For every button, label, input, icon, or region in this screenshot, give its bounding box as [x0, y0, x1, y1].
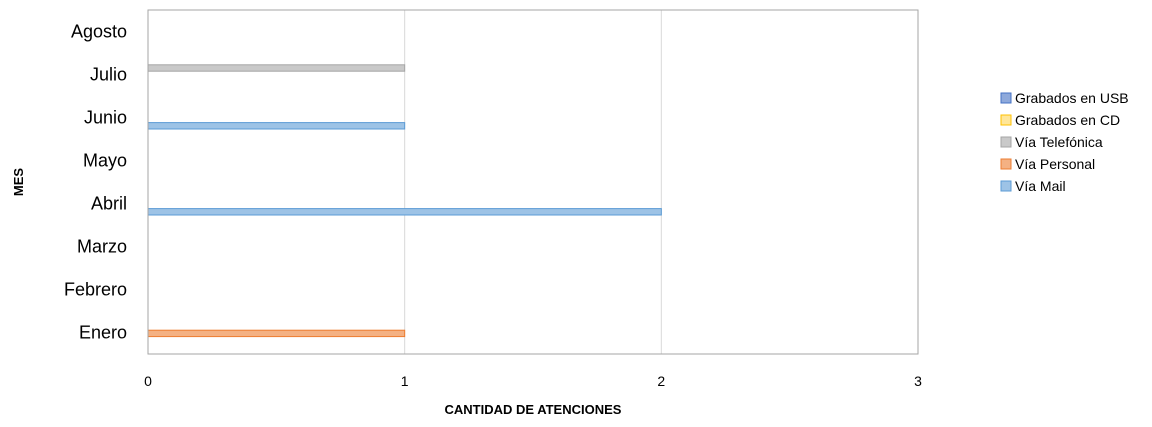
y-tick-label: Abril	[91, 194, 127, 214]
x-tick-label: 0	[144, 373, 152, 389]
plot-area	[147, 9, 919, 355]
x-axis-title: CANTIDAD DE ATENCIONES	[445, 402, 622, 417]
legend-swatch	[1000, 180, 1012, 192]
x-tick-label: 2	[657, 373, 665, 389]
legend-swatch	[1000, 158, 1012, 170]
y-tick-label: Enero	[79, 323, 127, 343]
x-tick-label: 3	[914, 373, 922, 389]
gridlines	[404, 10, 662, 354]
legend-label: Vía Personal	[1015, 156, 1095, 172]
legend-swatch	[1000, 114, 1012, 126]
legend-swatch	[1000, 92, 1012, 104]
y-axis-ticks: Enero Febrero Marzo Abril Mayo Junio Julio Agos…	[64, 22, 127, 343]
y-tick-label: Agosto	[71, 22, 127, 42]
legend: Grabados en USB Grabados en CD Vía Telefón…	[1000, 90, 1129, 194]
y-tick-label: Marzo	[77, 237, 127, 257]
y-tick-label: Julio	[90, 65, 127, 85]
legend-label: Grabados en USB	[1015, 90, 1129, 106]
y-tick-label: Febrero	[64, 280, 127, 300]
legend-label: Grabados en CD	[1015, 112, 1120, 128]
legend-label: Vía Mail	[1015, 178, 1066, 194]
bar	[147, 329, 406, 338]
legend-label: Vía Telefónica	[1015, 134, 1103, 150]
y-tick-label: Mayo	[83, 151, 127, 171]
y-axis-title: MES	[11, 168, 26, 197]
x-tick-label: 1	[401, 373, 409, 389]
legend-swatch	[1000, 136, 1012, 148]
y-tick-label: Junio	[84, 108, 127, 128]
bar	[147, 122, 406, 130]
x-axis-ticks: 0 1 2 3	[144, 373, 922, 389]
bar	[147, 208, 662, 216]
bar	[147, 64, 406, 72]
